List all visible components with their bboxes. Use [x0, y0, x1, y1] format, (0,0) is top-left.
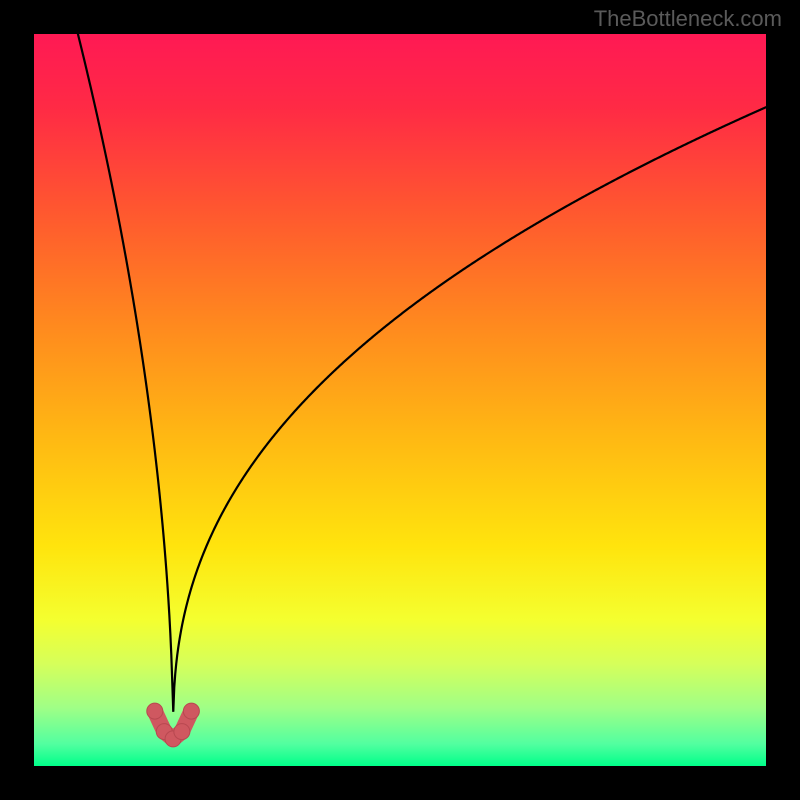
notch-marker-dot	[147, 703, 163, 719]
watermark-text: TheBottleneck.com	[594, 6, 782, 32]
notch-marker-dot	[174, 724, 190, 740]
notch-marker-dot	[183, 703, 199, 719]
bottleneck-chart	[0, 0, 800, 800]
plot-gradient-background	[34, 34, 766, 766]
